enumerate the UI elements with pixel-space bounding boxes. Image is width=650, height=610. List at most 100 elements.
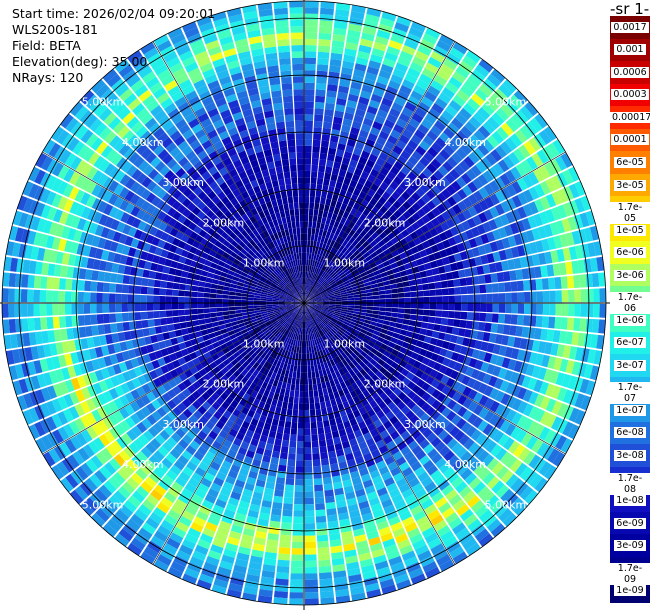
- ppi-gate: [323, 483, 333, 491]
- ppi-gate: [449, 47, 465, 60]
- ppi-gate: [363, 165, 373, 174]
- ppi-gate: [304, 365, 308, 373]
- ppi-gate: [394, 62, 409, 73]
- ppi-gate: [191, 314, 199, 321]
- ppi-gate: [374, 81, 387, 92]
- ppi-gate: [115, 313, 123, 323]
- ppi-gate: [312, 383, 318, 391]
- ppi-gate: [319, 278, 325, 285]
- ppi-gate: [315, 503, 326, 511]
- ppi-gate: [359, 221, 368, 230]
- ppi-gate: [433, 74, 448, 87]
- ppi-gate: [471, 69, 486, 83]
- ppi-gate: [337, 222, 344, 231]
- ppi-gate: [490, 323, 498, 333]
- ppi-gate: [529, 315, 537, 327]
- ppi-gate: [333, 220, 340, 229]
- ppi-gate: [14, 303, 22, 318]
- ppi-gate: [434, 281, 442, 289]
- ppi-gate: [159, 288, 167, 296]
- ppi-gate: [271, 418, 279, 426]
- ppi-gate: [348, 23, 362, 33]
- ppi-gate: [355, 108, 366, 118]
- ppi-gate: [350, 81, 362, 91]
- ppi-gate: [451, 244, 460, 254]
- ppi-gate: [325, 275, 331, 281]
- ppi-gate: [498, 282, 506, 293]
- ppi-gate: [317, 276, 323, 283]
- ppi-gate: [394, 96, 407, 107]
- ppi-gate: [373, 177, 383, 187]
- ppi-gate: [320, 197, 326, 205]
- ppi-gate: [304, 196, 310, 203]
- ppi-gate: [317, 255, 322, 262]
- ppi-gate: [385, 294, 392, 299]
- ppi-gate: [443, 58, 458, 71]
- ppi-gate: [515, 326, 523, 337]
- ppi-gate: [341, 66, 353, 76]
- ppi-gate: [134, 294, 141, 303]
- ppi-gate: [409, 285, 417, 292]
- ppi-gate: [519, 105, 534, 121]
- ppi-gate: [511, 208, 522, 222]
- ppi-gate: [304, 7, 319, 14]
- ppi-gate: [293, 365, 298, 372]
- ppi-gate: [304, 403, 310, 410]
- ppi-gate: [458, 160, 470, 172]
- ppi-gate: [434, 317, 442, 325]
- ppi-gate: [58, 303, 66, 316]
- ppi-gate: [386, 171, 397, 181]
- ppi-gate: [431, 142, 443, 153]
- ppi-gate: [321, 271, 327, 278]
- ppi-gate: [278, 547, 291, 555]
- ppi-gate: [307, 292, 312, 298]
- ppi-gate: [316, 528, 328, 536]
- ppi-gate: [368, 153, 378, 163]
- ppi-gate: [332, 234, 339, 242]
- ppi-gate: [437, 165, 449, 177]
- ppi-gate: [329, 254, 335, 261]
- ppi-gate: [46, 316, 54, 330]
- ppi-gate: [439, 149, 451, 161]
- ppi-gate: [419, 328, 427, 336]
- ppi-gate: [165, 288, 173, 296]
- ppi-gate: [178, 290, 186, 297]
- ppi-gate: [326, 288, 333, 293]
- ppi-gate: [372, 243, 381, 251]
- ppi-gate: [260, 298, 267, 301]
- ppi-gate: [513, 90, 528, 105]
- ppi-gate: [322, 264, 328, 272]
- ppi-gate: [308, 378, 313, 385]
- ppi-gate: [298, 409, 304, 417]
- ppi-gate: [351, 285, 359, 290]
- ppi-gate: [384, 218, 393, 227]
- ppi-gate: [429, 309, 436, 317]
- ppi-gate: [396, 282, 404, 288]
- ppi-gate: [441, 188, 452, 199]
- ppi-gate: [396, 246, 405, 255]
- ppi-gate: [325, 501, 336, 510]
- ppi-gate: [289, 440, 297, 448]
- ppi-gate: [362, 208, 371, 217]
- ppi-gate: [323, 283, 330, 289]
- ppi-gate: [205, 322, 213, 329]
- ppi-gate: [320, 291, 327, 296]
- ppi-gate: [495, 190, 506, 203]
- ppi-gate: [406, 225, 415, 235]
- ppi-gate: [322, 230, 328, 238]
- ppi-gate: [467, 206, 478, 217]
- ppi-gate: [306, 291, 310, 298]
- ppi-gate: [516, 280, 524, 292]
- ppi-gate: [282, 433, 290, 441]
- ppi-gate: [344, 269, 352, 276]
- ppi-gate: [531, 152, 544, 167]
- ppi-gate: [393, 241, 402, 250]
- ppi-gate: [445, 272, 454, 280]
- ppi-gate: [307, 265, 310, 272]
- ppi-gate: [309, 196, 315, 203]
- ppi-gate: [337, 252, 344, 259]
- ppi-gate: [466, 217, 477, 229]
- ppi-gate: [442, 303, 449, 311]
- ppi-gate: [478, 59, 494, 73]
- ppi-gate: [291, 548, 304, 555]
